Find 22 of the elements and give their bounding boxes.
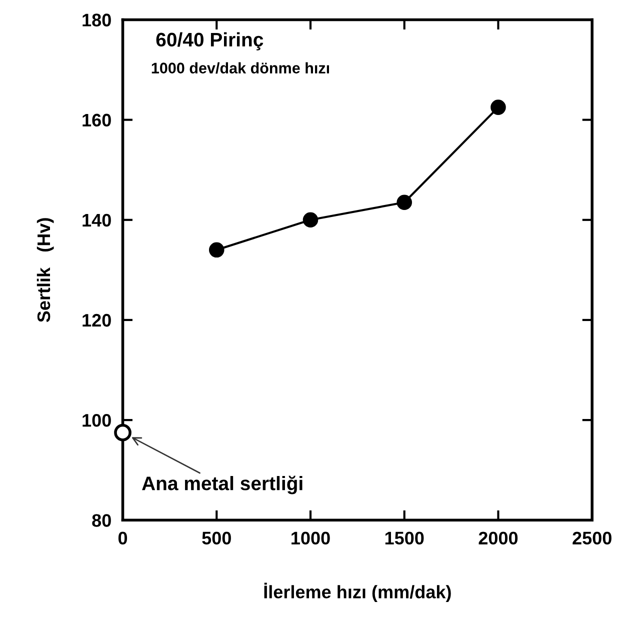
y-axis-title: Sertlik (Hv) <box>36 218 54 322</box>
y-tick-label: 120 <box>82 314 111 327</box>
annotation: Ana metal sertliği <box>142 476 302 494</box>
x-tick-label: 500 <box>202 532 231 545</box>
x-tick-label: 2500 <box>572 532 612 545</box>
point <box>208 242 224 258</box>
y-tick-label: 140 <box>82 214 111 227</box>
x-tick-label: 2000 <box>478 532 518 545</box>
y-tick-label: 80 <box>92 514 111 527</box>
y-tick-label: 160 <box>82 114 111 127</box>
text: 1000 dev/dak dönme hızı <box>152 62 330 74</box>
x-tick-label: 1500 <box>385 532 424 545</box>
text: 60/40 Pirinç <box>156 32 264 50</box>
point <box>490 100 506 115</box>
point <box>396 194 412 210</box>
y-tick-label: 100 <box>82 414 111 427</box>
x-tick-label: 1000 <box>292 532 330 545</box>
point <box>302 212 318 228</box>
point <box>114 424 132 442</box>
y-tick-label: 180 <box>82 14 111 26</box>
x-axis-title: İlerleme hızı (mm/dak) <box>264 582 451 602</box>
x-tick-label: 0 <box>118 532 128 545</box>
